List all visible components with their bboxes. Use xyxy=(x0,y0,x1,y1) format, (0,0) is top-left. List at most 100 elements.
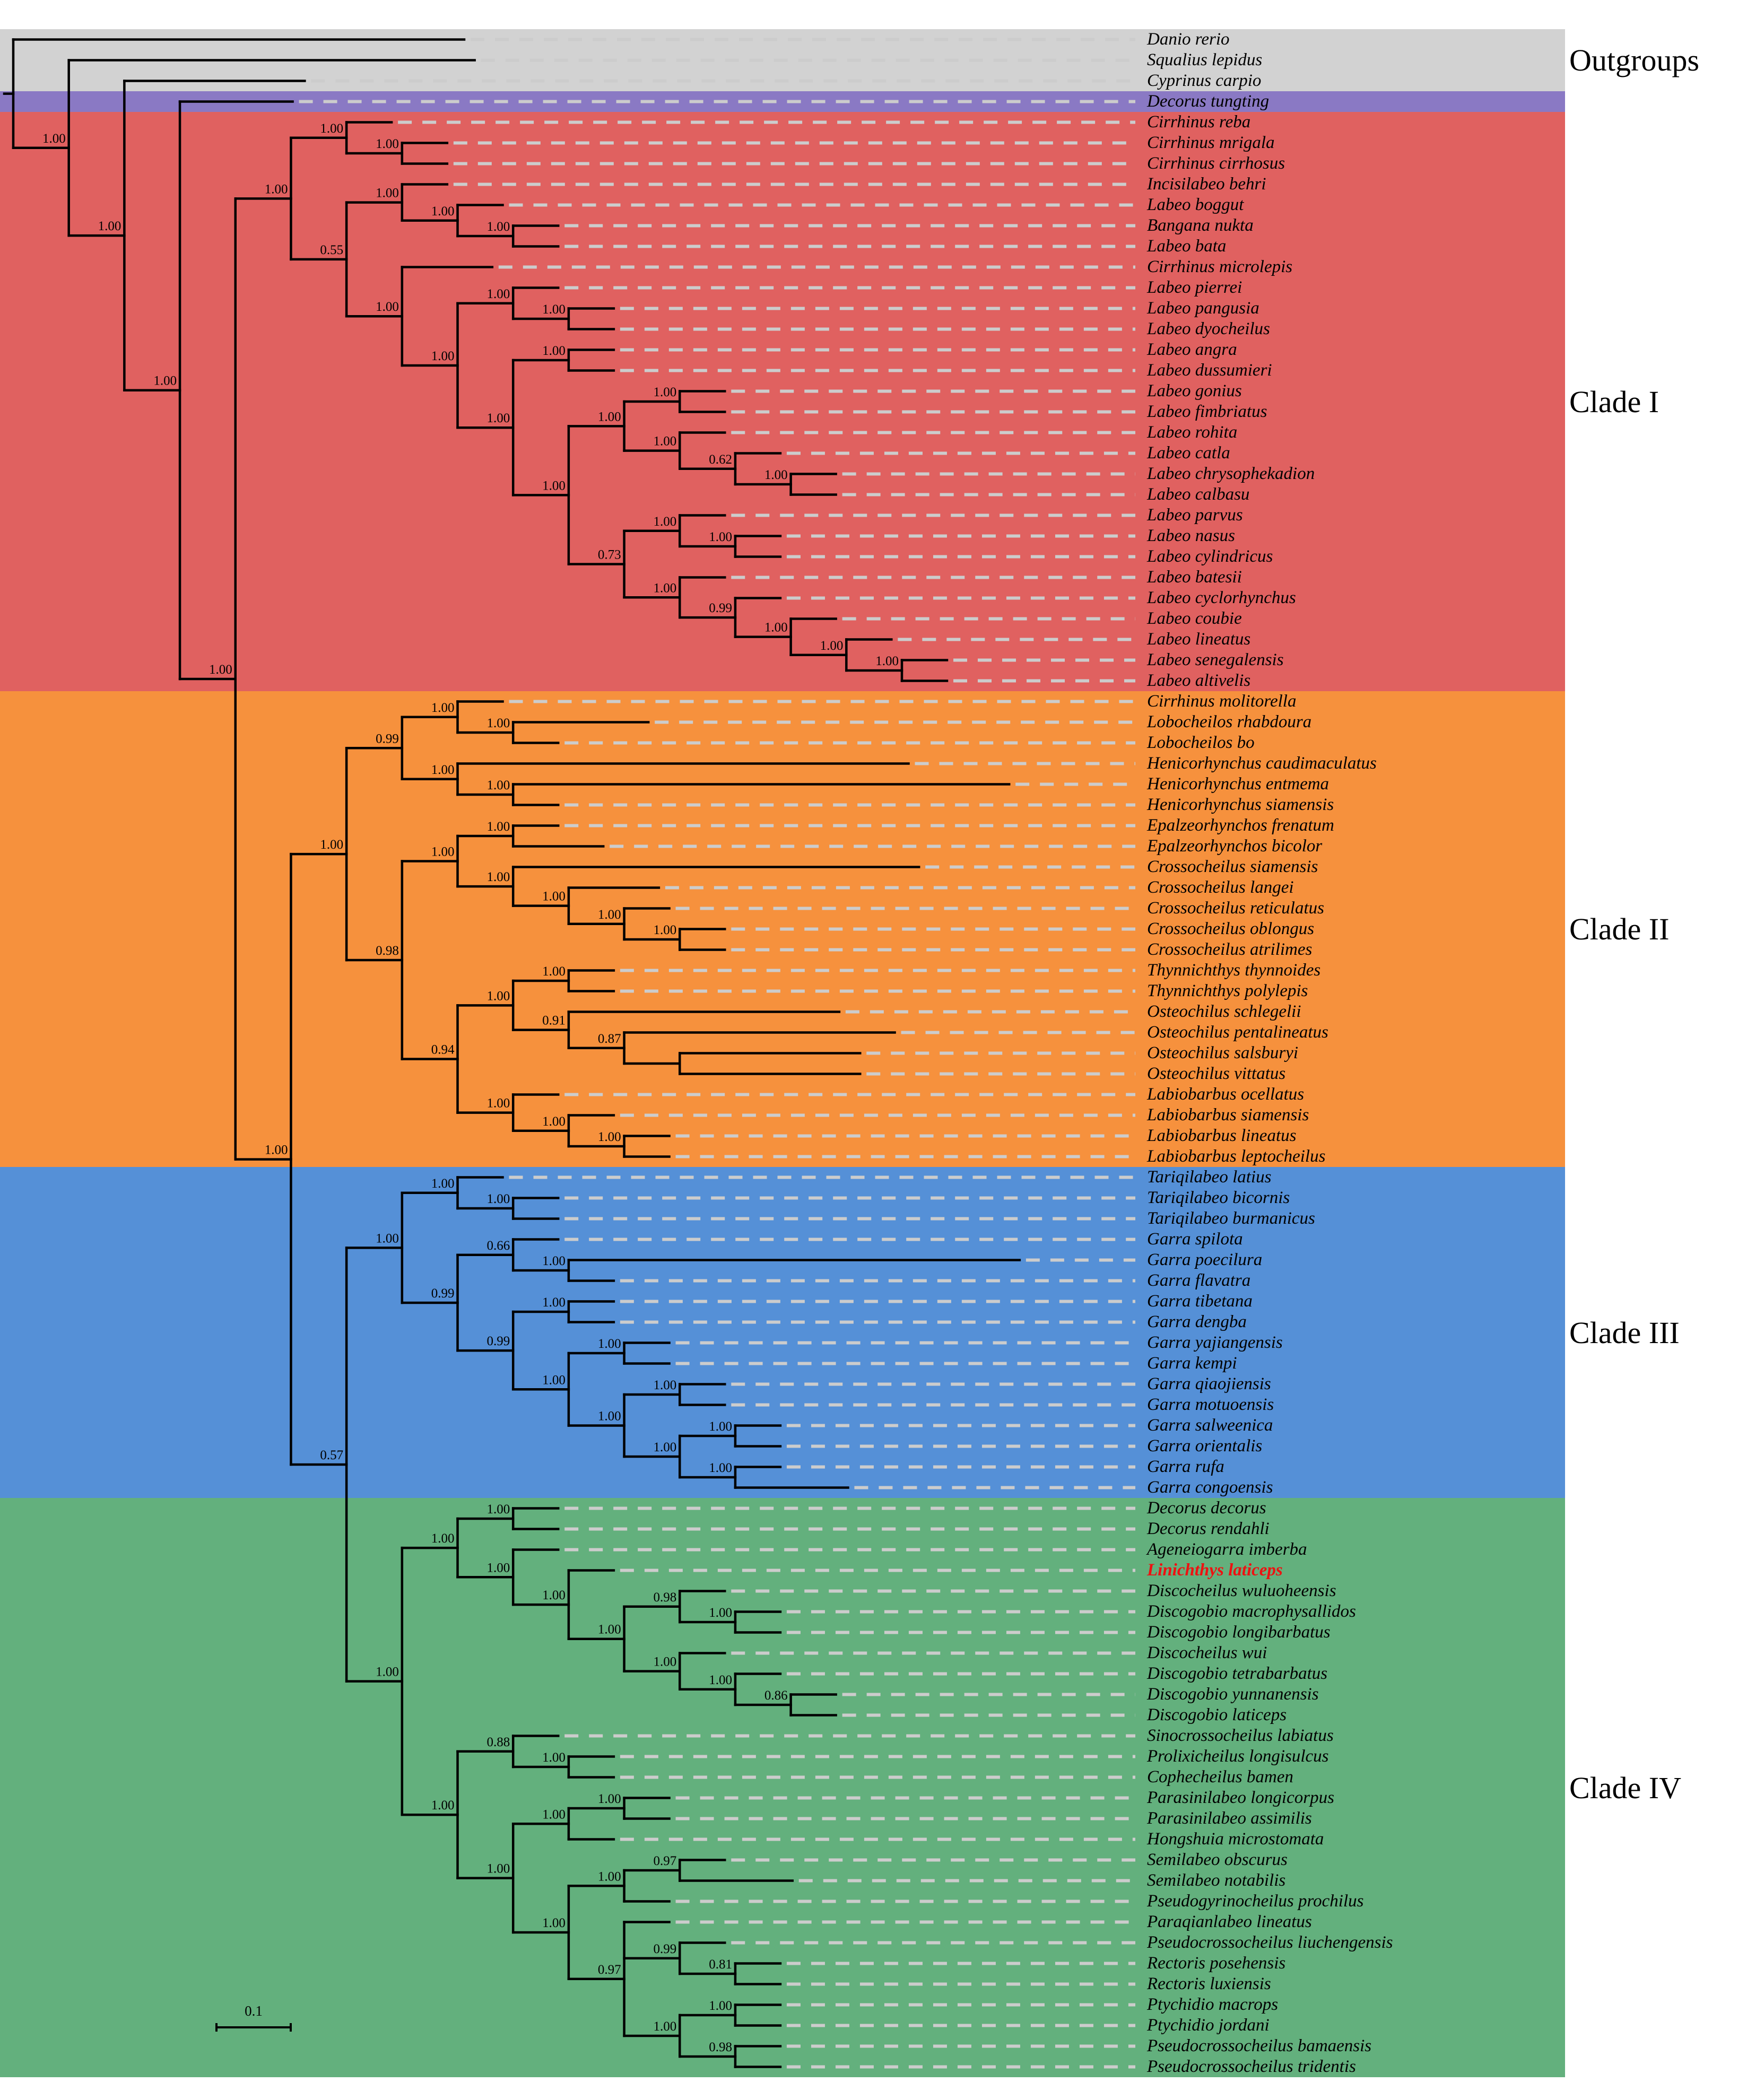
support-value: 1.00 xyxy=(542,964,566,979)
taxon-label: Ptychidio macrops xyxy=(1147,1995,1279,2014)
taxon-label: Henicorhynchus entmema xyxy=(1147,774,1329,794)
taxon-label: Discogobio macrophysallidos xyxy=(1147,1602,1356,1621)
support-value: 0.98 xyxy=(654,1590,677,1605)
taxon-label: Semilabeo notabilis xyxy=(1147,1871,1286,1890)
taxon-label: Garra tibetana xyxy=(1147,1292,1253,1311)
taxon-label: Bangana nukta xyxy=(1147,216,1254,235)
taxon-label: Crossocheilus atrilimes xyxy=(1147,940,1313,959)
support-value: 1.00 xyxy=(486,1561,510,1575)
support-value: 1.00 xyxy=(542,1114,566,1129)
support-value: 1.00 xyxy=(598,1623,621,1637)
support-value: 1.00 xyxy=(431,701,455,715)
support-value: 0.97 xyxy=(654,1854,677,1868)
support-value: 1.00 xyxy=(542,890,566,904)
support-value: 1.00 xyxy=(598,1792,621,1806)
support-value: 0.91 xyxy=(542,1014,566,1028)
taxon-label: Cophecheilus bamen xyxy=(1147,1767,1293,1787)
support-value: 1.00 xyxy=(542,1807,566,1822)
support-value: 1.00 xyxy=(709,1999,732,2013)
taxon-label: Semilabeo obscurus xyxy=(1147,1850,1288,1869)
support-value: 1.00 xyxy=(265,182,288,196)
support-value: 1.00 xyxy=(376,300,399,314)
taxon-label: Parasinilabeo longicorpus xyxy=(1147,1788,1334,1807)
taxon-label: Thynnichthys thynnoides xyxy=(1147,961,1321,980)
taxon-label: Parasinilabeo assimilis xyxy=(1147,1809,1312,1828)
support-value: 1.00 xyxy=(654,385,677,399)
support-value: 1.00 xyxy=(209,663,232,677)
support-value: 0.99 xyxy=(376,731,399,746)
taxon-label: Labeo senegalensis xyxy=(1147,650,1284,669)
support-value: 1.00 xyxy=(598,410,621,424)
clade-label: Outgroups xyxy=(1569,43,1699,77)
taxon-label: Cirrhinus microlepis xyxy=(1147,257,1293,276)
taxon-label: Labeo calbasu xyxy=(1147,485,1250,504)
support-value: 1.00 xyxy=(598,1337,621,1351)
clade-label: Clade IV xyxy=(1569,1770,1681,1805)
taxon-label: Crossocheilus langei xyxy=(1147,878,1294,897)
taxon-label: Cyprinus carpio xyxy=(1147,71,1262,90)
taxon-label: Labiobarbus leptocheilus xyxy=(1147,1147,1326,1166)
taxon-label: Labeo dyocheilus xyxy=(1147,319,1270,338)
taxon-label: Garra poecilura xyxy=(1147,1250,1263,1269)
support-value: 1.00 xyxy=(542,344,566,358)
band-clade-iv xyxy=(0,1498,1565,2077)
support-value: 1.00 xyxy=(431,349,455,363)
support-value: 0.97 xyxy=(598,1963,621,1977)
taxon-label: Discocheilus wui xyxy=(1147,1643,1267,1662)
support-value: 1.00 xyxy=(376,186,399,201)
support-value: 1.00 xyxy=(764,468,788,482)
taxon-label: Crossocheilus siamensis xyxy=(1147,857,1318,876)
support-value: 1.00 xyxy=(486,989,510,1003)
taxon-label: Labeo cyclorhynchus xyxy=(1147,588,1296,607)
clade-label: Clade I xyxy=(1569,384,1659,419)
support-value: 1.00 xyxy=(486,820,510,834)
support-value: 1.00 xyxy=(486,287,510,301)
taxon-label: Garra motuoensis xyxy=(1147,1395,1274,1414)
taxon-label: Garra flavatra xyxy=(1147,1271,1251,1290)
support-value: 0.88 xyxy=(486,1735,510,1749)
taxon-label: Decorus rendahli xyxy=(1147,1519,1270,1538)
taxon-label: Garra dengba xyxy=(1147,1312,1247,1331)
taxon-label: Tariqilabeo burmanicus xyxy=(1147,1209,1315,1228)
band-clade-iii xyxy=(0,1167,1565,1498)
taxon-label: Thynnichthys polylepis xyxy=(1147,981,1308,1000)
support-value: 1.00 xyxy=(486,778,510,792)
taxon-label: Garra salweenica xyxy=(1147,1416,1273,1435)
taxon-label: Garra orientalis xyxy=(1147,1436,1263,1456)
support-value: 1.00 xyxy=(875,654,899,668)
taxon-label: Prolixicheilus longisulcus xyxy=(1147,1747,1329,1766)
support-value: 1.00 xyxy=(486,220,510,234)
support-value: 1.00 xyxy=(542,302,566,317)
taxon-label: Decorus tungting xyxy=(1147,92,1270,111)
support-value: 0.87 xyxy=(598,1032,621,1046)
taxon-label: Discogobio laticeps xyxy=(1147,1705,1287,1724)
support-value: 0.62 xyxy=(709,452,732,467)
taxon-label: Crossocheilus reticulatus xyxy=(1147,899,1324,918)
support-value: 1.00 xyxy=(320,121,343,136)
support-value: 1.00 xyxy=(542,1254,566,1268)
support-value: 0.98 xyxy=(709,2040,732,2054)
support-value: 1.00 xyxy=(654,2019,677,2034)
taxon-label: Labeo dussumieri xyxy=(1147,361,1272,380)
support-value: 1.00 xyxy=(376,1665,399,1679)
support-value: 1.00 xyxy=(709,1606,732,1620)
support-value: 0.86 xyxy=(764,1688,788,1703)
support-value: 1.00 xyxy=(486,1096,510,1111)
taxon-label: Ptychidio jordani xyxy=(1147,2016,1270,2035)
scale-bar xyxy=(215,2023,292,2032)
taxon-label: Pseudogyrinocheilus prochilus xyxy=(1147,1892,1364,1911)
taxon-label: Labeo nasus xyxy=(1147,526,1235,545)
taxon-label: Labeo bata xyxy=(1147,237,1227,256)
taxon-label: Osteochilus schlegelii xyxy=(1147,1002,1301,1021)
taxon-label: Garra spilota xyxy=(1147,1230,1243,1249)
taxon-label: Cirrhinus mrigala xyxy=(1147,133,1275,152)
support-value: 1.00 xyxy=(654,1440,677,1454)
taxon-label: Osteochilus vittatus xyxy=(1147,1064,1286,1083)
taxon-label: Labeo fimbriatus xyxy=(1147,402,1267,421)
support-value: 1.00 xyxy=(709,1419,732,1434)
taxon-label: Discocheilus wuluoheensis xyxy=(1147,1581,1336,1600)
support-value: 1.00 xyxy=(598,908,621,922)
taxon-label: Cirrhinus molitorella xyxy=(1147,692,1297,711)
taxon-label: Rectoris posehensis xyxy=(1147,1954,1286,1973)
